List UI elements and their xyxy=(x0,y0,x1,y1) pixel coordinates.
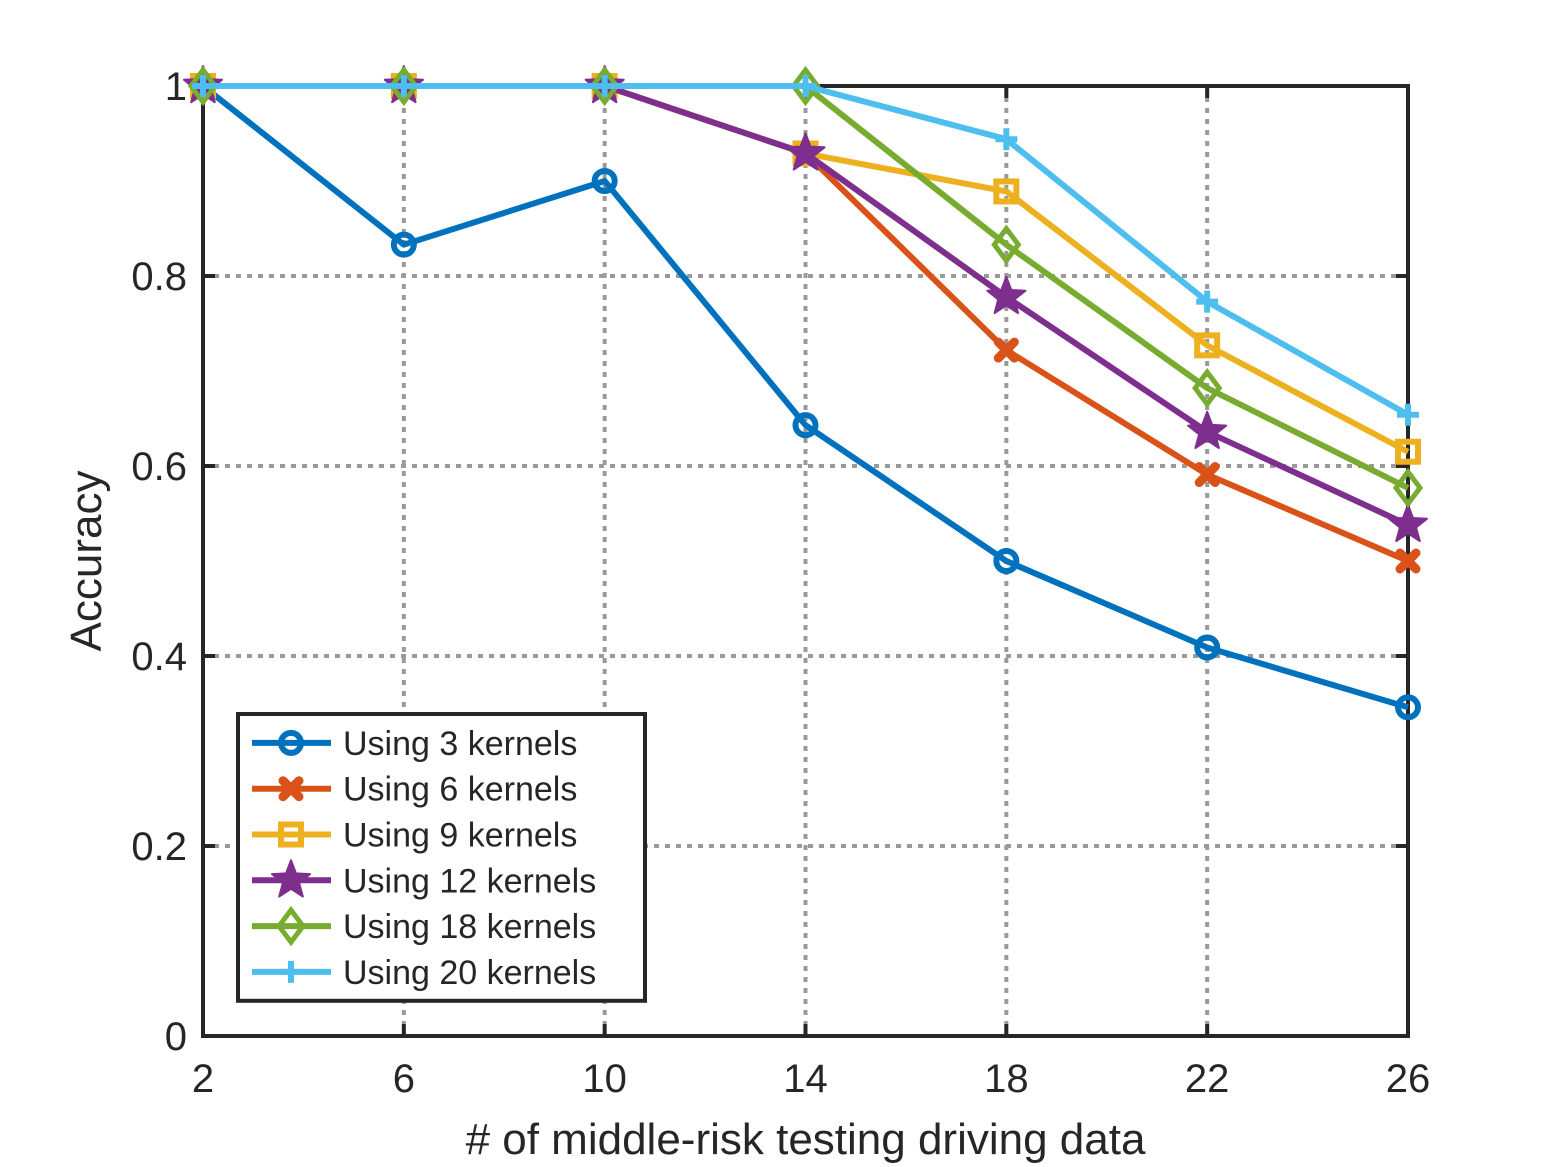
legend-marker xyxy=(278,821,304,848)
data-point xyxy=(785,132,826,171)
x-tick-label: 6 xyxy=(393,1057,415,1101)
x-tick-label: 2 xyxy=(192,1057,214,1101)
series-group xyxy=(183,65,1428,721)
data-point xyxy=(1194,332,1221,359)
data-point xyxy=(388,65,419,107)
data-point xyxy=(993,178,1020,205)
legend-marker xyxy=(280,960,302,983)
legend-marker xyxy=(278,776,304,802)
legend-item: Using 20 kernels xyxy=(252,954,596,992)
legend-label: Using 6 kernels xyxy=(343,771,577,809)
legend-item: Using 12 kernels xyxy=(252,859,596,900)
legend-marker xyxy=(278,729,304,756)
y-axis-label: Accuracy xyxy=(62,471,111,652)
data-point xyxy=(995,128,1018,151)
data-point xyxy=(991,224,1022,265)
data-point xyxy=(1395,694,1421,721)
data-point xyxy=(1194,634,1221,661)
legend-marker xyxy=(275,905,307,947)
data-point xyxy=(794,75,817,97)
x-tick-label: 26 xyxy=(1386,1057,1431,1101)
y-tick-label: 1 xyxy=(165,65,187,109)
data-point xyxy=(790,65,821,107)
legend-item: Using 18 kernels xyxy=(252,905,596,947)
series-line xyxy=(201,83,1409,711)
y-tick-label: 0 xyxy=(165,1015,187,1059)
data-point xyxy=(1192,367,1223,409)
y-tick-label: 0.6 xyxy=(131,445,187,489)
legend-box xyxy=(236,712,647,1003)
legend-label: Using 3 kernels xyxy=(343,725,577,763)
data-point xyxy=(390,231,417,258)
legend-item: Using 3 kernels xyxy=(252,725,577,763)
data-point xyxy=(589,65,620,107)
data-point xyxy=(1388,503,1428,543)
data-point xyxy=(591,168,618,194)
legend-label: Using 9 kernels xyxy=(343,817,577,855)
data-point xyxy=(1194,462,1220,488)
x-tick-label: 18 xyxy=(984,1057,1029,1101)
data-point xyxy=(986,275,1027,315)
data-point xyxy=(593,75,616,97)
data-point xyxy=(1395,548,1421,574)
data-point xyxy=(792,412,819,439)
data-point xyxy=(1392,467,1424,509)
data-point xyxy=(392,75,415,97)
data-point xyxy=(993,548,1020,574)
legend-label: Using 20 kernels xyxy=(343,954,596,992)
data-point xyxy=(1187,410,1228,449)
x-tick-label: 14 xyxy=(783,1057,828,1101)
legend-item: Using 9 kernels xyxy=(252,817,577,855)
legend: Using 3 kernels Using 6 kernels Using 9 ke… xyxy=(236,712,647,1003)
legend-marker xyxy=(271,859,311,898)
legend-label: Using 12 kernels xyxy=(343,862,596,900)
data-point xyxy=(187,65,219,107)
data-point xyxy=(1397,403,1419,426)
legend-item: Using 6 kernels xyxy=(252,771,577,809)
data-point xyxy=(993,337,1019,363)
data-point xyxy=(1196,290,1219,313)
data-point xyxy=(1395,438,1421,465)
legend-label: Using 18 kernels xyxy=(343,908,596,946)
y-tick-label: 0.8 xyxy=(131,255,187,299)
x-tick-label: 10 xyxy=(582,1057,627,1101)
x-tick-label: 22 xyxy=(1185,1057,1230,1101)
y-tick-label: 0.4 xyxy=(131,635,187,679)
series-6 xyxy=(192,75,1419,426)
y-tick-label: 0.2 xyxy=(131,825,187,869)
x-axis-label: # of middle-risk testing driving data xyxy=(466,1115,1146,1164)
data-point xyxy=(192,75,214,97)
